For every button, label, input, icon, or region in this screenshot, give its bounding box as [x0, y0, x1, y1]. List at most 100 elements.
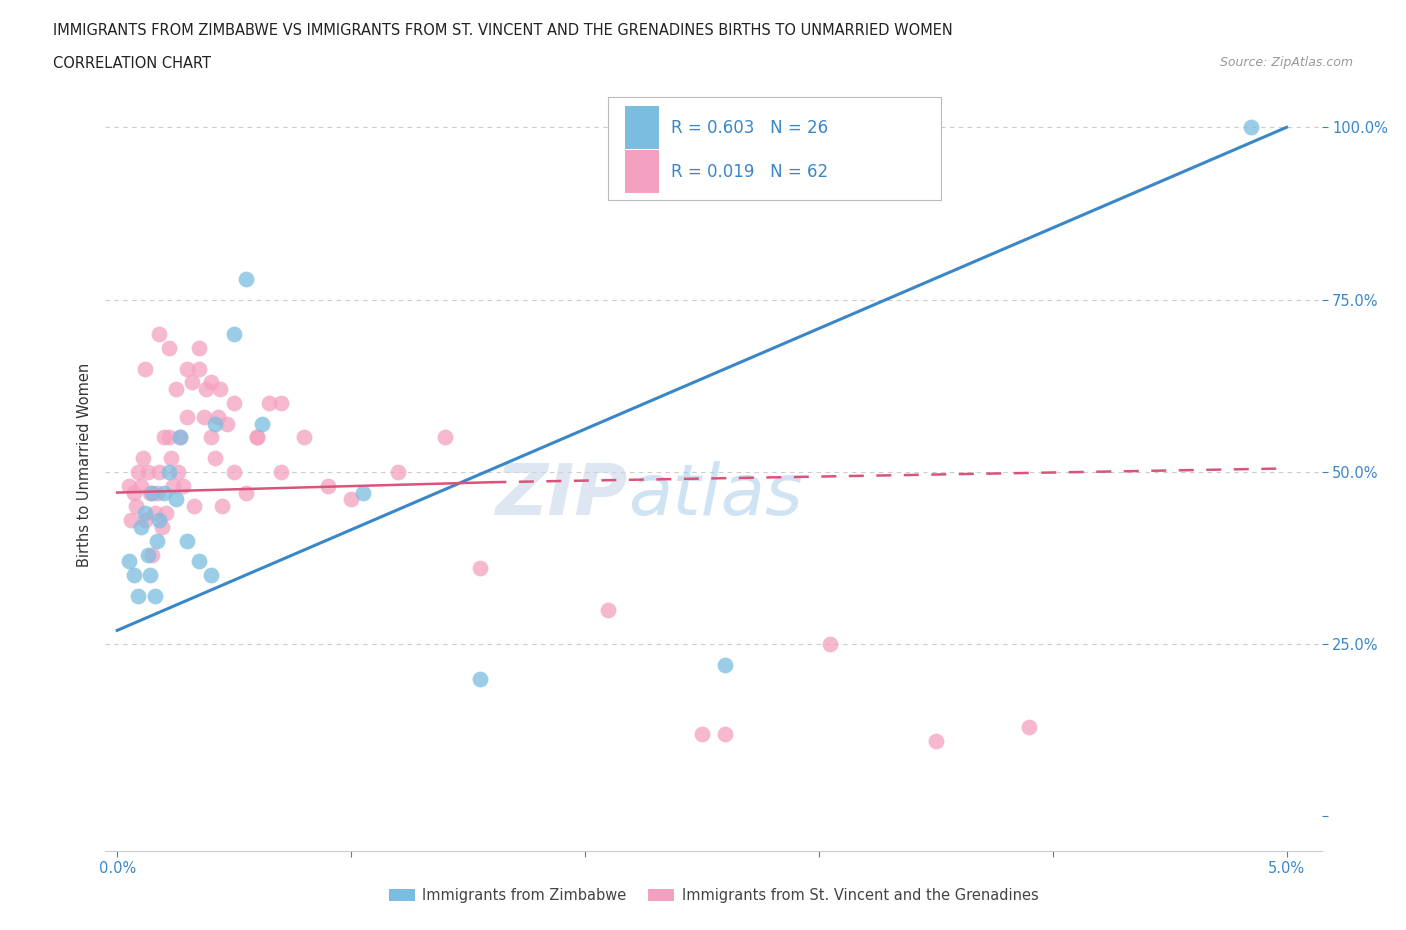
Point	[157, 464, 180, 479]
Point	[169, 430, 191, 445]
Point	[141, 485, 163, 500]
Point	[207, 409, 229, 424]
Point	[134, 506, 156, 521]
Point	[148, 464, 170, 479]
Point	[176, 534, 198, 549]
Point	[157, 430, 180, 445]
Point	[714, 726, 737, 741]
Point	[690, 726, 713, 741]
Point	[222, 395, 245, 410]
Point	[176, 361, 198, 376]
Point	[468, 561, 491, 576]
Point	[153, 485, 176, 500]
Point	[118, 554, 141, 569]
Y-axis label: Births to Unmarried Women: Births to Unmarried Women	[76, 363, 91, 567]
Point	[246, 430, 269, 445]
Point	[468, 671, 491, 686]
Point	[714, 658, 737, 672]
Point	[132, 451, 155, 466]
Point	[316, 478, 339, 493]
Point	[246, 430, 269, 445]
Point	[136, 464, 159, 479]
Point	[1018, 720, 1040, 735]
Point	[181, 375, 204, 390]
Point	[211, 498, 233, 513]
Point	[204, 417, 226, 432]
Point	[340, 492, 363, 507]
Point	[139, 568, 162, 583]
Text: IMMIGRANTS FROM ZIMBABWE VS IMMIGRANTS FROM ST. VINCENT AND THE GRENADINES BIRTH: IMMIGRANTS FROM ZIMBABWE VS IMMIGRANTS F…	[53, 23, 953, 38]
Point	[387, 464, 409, 479]
Point	[129, 520, 152, 535]
Point	[129, 478, 152, 493]
Point	[143, 589, 166, 604]
Point	[169, 430, 191, 445]
Point	[146, 485, 169, 500]
Point	[136, 547, 159, 562]
Point	[148, 326, 170, 341]
Point	[200, 375, 222, 390]
Point	[139, 485, 162, 500]
Point	[195, 381, 218, 396]
Point	[200, 568, 222, 583]
Point	[150, 520, 173, 535]
Text: Source: ZipAtlas.com: Source: ZipAtlas.com	[1219, 56, 1353, 69]
Point	[134, 512, 156, 527]
Text: atlas: atlas	[628, 461, 803, 530]
Point	[270, 464, 292, 479]
Point	[193, 409, 215, 424]
Point	[433, 430, 456, 445]
Point	[134, 361, 156, 376]
Point	[122, 485, 145, 500]
Point	[165, 492, 187, 507]
Point	[222, 464, 245, 479]
Point	[146, 534, 169, 549]
Point	[270, 395, 292, 410]
Point	[209, 381, 232, 396]
Point	[925, 733, 948, 748]
Point	[820, 637, 842, 652]
Point	[160, 451, 183, 466]
Text: R = 0.019   N = 62: R = 0.019 N = 62	[671, 163, 828, 180]
Point	[162, 478, 184, 493]
Point	[165, 381, 187, 396]
Point	[183, 498, 205, 513]
Legend: Immigrants from Zimbabwe, Immigrants from St. Vincent and the Grenadines: Immigrants from Zimbabwe, Immigrants fro…	[382, 883, 1045, 910]
Point	[143, 506, 166, 521]
Point	[292, 430, 315, 445]
Point	[120, 512, 142, 527]
Point	[200, 430, 222, 445]
FancyBboxPatch shape	[624, 106, 659, 149]
Point	[176, 409, 198, 424]
Text: ZIP: ZIP	[496, 461, 628, 530]
Point	[188, 554, 211, 569]
Point	[153, 430, 176, 445]
Point	[125, 498, 148, 513]
Point	[250, 417, 273, 432]
Point	[148, 512, 170, 527]
Point	[122, 568, 145, 583]
Text: CORRELATION CHART: CORRELATION CHART	[53, 56, 211, 71]
Point	[188, 361, 211, 376]
Point	[167, 464, 190, 479]
Point	[235, 272, 257, 286]
Point	[155, 506, 177, 521]
Point	[235, 485, 257, 500]
Point	[215, 417, 238, 432]
Point	[257, 395, 280, 410]
Point	[127, 589, 149, 604]
Point	[127, 464, 149, 479]
Point	[598, 603, 620, 618]
Text: R = 0.603   N = 26: R = 0.603 N = 26	[671, 119, 828, 137]
Point	[188, 340, 211, 355]
Point	[1240, 120, 1263, 135]
Point	[222, 326, 245, 341]
Point	[141, 547, 163, 562]
FancyBboxPatch shape	[624, 151, 659, 193]
Point	[118, 478, 141, 493]
Point	[172, 478, 194, 493]
Point	[157, 340, 180, 355]
FancyBboxPatch shape	[607, 97, 941, 200]
Point	[352, 485, 374, 500]
Point	[204, 451, 226, 466]
